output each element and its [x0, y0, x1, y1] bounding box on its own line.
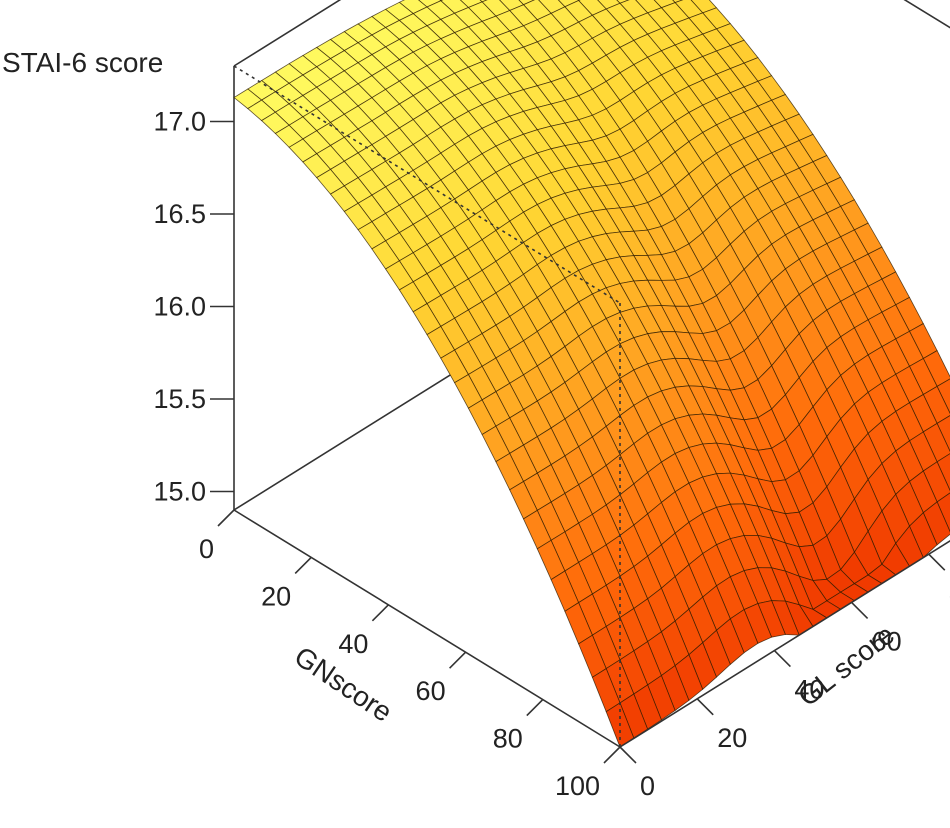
x-tick-label: 60	[416, 676, 446, 706]
y-tick-label: 60	[872, 626, 902, 656]
x-tick-mark	[371, 604, 389, 622]
x-tick-mark	[294, 556, 312, 574]
z-tick-label: 15.5	[153, 384, 206, 414]
y-tick-label: 40	[794, 675, 824, 705]
x-tick-label: 80	[493, 724, 523, 754]
top-edge-right	[903, 0, 950, 29]
x-tick-label: 0	[199, 534, 214, 564]
y-tick-mark	[619, 746, 637, 764]
y-tick-label: 0	[640, 771, 655, 801]
x-tick-mark	[217, 509, 235, 527]
surface-mesh	[233, 0, 950, 748]
floor-edge-gl-front	[619, 540, 950, 748]
x-tick-mark	[449, 651, 467, 669]
y-tick-mark	[928, 553, 946, 571]
y-tick-mark	[773, 650, 791, 668]
y-axis-title: GL score	[792, 619, 900, 713]
y-tick-label: 80	[949, 578, 950, 608]
top-edge-front	[233, 65, 621, 304]
x-tick-label: 40	[338, 629, 368, 659]
z-tick-label: 16.0	[153, 292, 206, 322]
axis-ticks: 15.0 15.5 16.0 16.5 17.0 0 20 40 60 80 100 0 20 40 60 8…	[153, 107, 950, 802]
x-tick-label: 100	[555, 771, 600, 801]
x-tick-mark	[526, 699, 544, 717]
y-tick-mark	[851, 601, 869, 619]
z-tick-label: 17.0	[153, 107, 206, 137]
y-tick-mark	[696, 698, 714, 716]
z-tick-label: 16.5	[153, 199, 206, 229]
z-axis-title: STAI-6 score	[2, 47, 163, 78]
front-box-lines	[233, 65, 950, 748]
top-edge-left	[233, 0, 342, 67]
y-tick-label: 20	[717, 723, 747, 753]
floor-edge-gn	[233, 509, 621, 748]
z-tick-label: 15.0	[153, 477, 206, 507]
x-tick-label: 20	[261, 581, 291, 611]
x-tick-mark	[603, 746, 621, 764]
